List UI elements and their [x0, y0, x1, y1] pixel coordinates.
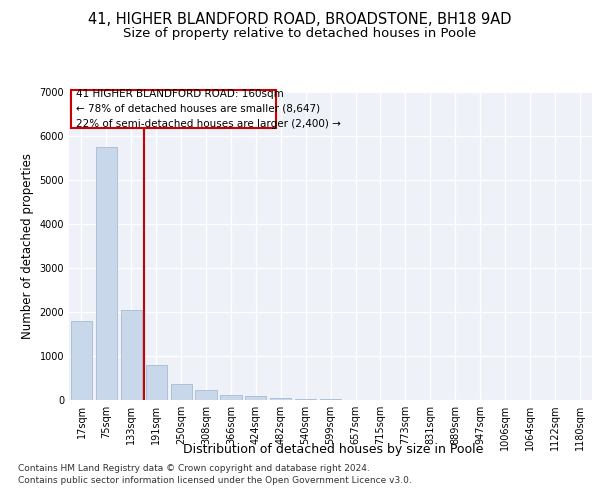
FancyBboxPatch shape — [71, 90, 276, 128]
Bar — [245, 396, 266, 400]
Text: Contains HM Land Registry data © Crown copyright and database right 2024.: Contains HM Land Registry data © Crown c… — [18, 464, 370, 473]
Bar — [146, 365, 167, 400]
Text: Size of property relative to detached houses in Poole: Size of property relative to detached ho… — [124, 28, 476, 40]
Bar — [295, 398, 316, 400]
Bar — [320, 399, 341, 400]
Bar — [96, 148, 117, 400]
Y-axis label: Number of detached properties: Number of detached properties — [21, 153, 34, 339]
Bar — [71, 321, 92, 400]
Text: Contains public sector information licensed under the Open Government Licence v3: Contains public sector information licen… — [18, 476, 412, 485]
Text: Distribution of detached houses by size in Poole: Distribution of detached houses by size … — [183, 442, 483, 456]
Bar — [220, 394, 242, 400]
Text: 41 HIGHER BLANDFORD ROAD: 160sqm
← 78% of detached houses are smaller (8,647)
22: 41 HIGHER BLANDFORD ROAD: 160sqm ← 78% o… — [76, 89, 341, 129]
Bar — [121, 310, 142, 400]
Text: 41, HIGHER BLANDFORD ROAD, BROADSTONE, BH18 9AD: 41, HIGHER BLANDFORD ROAD, BROADSTONE, B… — [88, 12, 512, 28]
Bar — [170, 384, 192, 400]
Bar — [196, 390, 217, 400]
Bar — [270, 398, 292, 400]
